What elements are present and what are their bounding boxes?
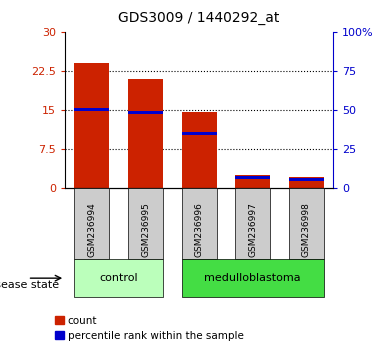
Bar	[128, 79, 163, 188]
Legend: count, percentile rank within the sample: count, percentile rank within the sample	[51, 312, 248, 345]
Bar	[182, 112, 217, 188]
Text: GSM236996: GSM236996	[195, 202, 204, 257]
Text: medulloblastoma: medulloblastoma	[205, 273, 301, 283]
Bar	[128, 188, 163, 259]
Text: control: control	[100, 273, 138, 283]
Bar	[128, 112, 163, 114]
Text: GSM236998: GSM236998	[302, 202, 311, 257]
Bar	[289, 178, 324, 181]
Text: GDS3009 / 1440292_at: GDS3009 / 1440292_at	[118, 11, 280, 25]
Text: disease state: disease state	[0, 280, 59, 290]
Bar	[74, 108, 110, 111]
Bar	[235, 176, 270, 179]
Bar	[182, 188, 217, 259]
Text: GSM236994: GSM236994	[87, 202, 97, 257]
Bar	[74, 188, 110, 259]
Bar	[289, 177, 324, 188]
Bar	[235, 188, 270, 259]
Text: GSM236997: GSM236997	[248, 202, 257, 257]
Text: GSM236995: GSM236995	[141, 202, 150, 257]
Bar	[182, 132, 217, 135]
Bar	[74, 63, 110, 188]
Bar	[74, 259, 163, 297]
Bar	[235, 175, 270, 188]
Bar	[289, 188, 324, 259]
Bar	[182, 259, 324, 297]
